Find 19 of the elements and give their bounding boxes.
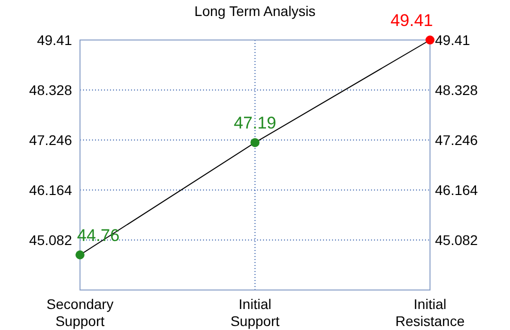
point — [76, 250, 84, 260]
x-tick-label: Secondary Support — [46, 296, 114, 329]
y-tick-label: 48.328 — [29, 82, 72, 98]
point — [426, 36, 434, 44]
y-tick-label: 47.246 — [29, 132, 72, 148]
x-tick-label: Initial Support — [230, 296, 280, 329]
data-label: 49.41 — [390, 11, 433, 30]
y2-tick-label: 47.246 — [435, 132, 478, 148]
y-tick-label: 46.164 — [29, 182, 72, 198]
point — [250, 138, 260, 148]
chart-title: Long Term Analysis — [194, 3, 316, 19]
y2-tick-label: 49.41 — [435, 32, 470, 48]
y2-tick-label: 48.328 — [435, 82, 478, 98]
data-label: 47.19 — [234, 114, 276, 133]
y-tick-label: 49.41 — [36, 32, 72, 48]
y-tick-label: 45.082 — [29, 232, 72, 248]
y2-tick-label: 46.164 — [435, 182, 478, 198]
x-tick-label: Initial Resistance — [395, 296, 465, 329]
y2-tick-label: 45.082 — [435, 232, 478, 248]
